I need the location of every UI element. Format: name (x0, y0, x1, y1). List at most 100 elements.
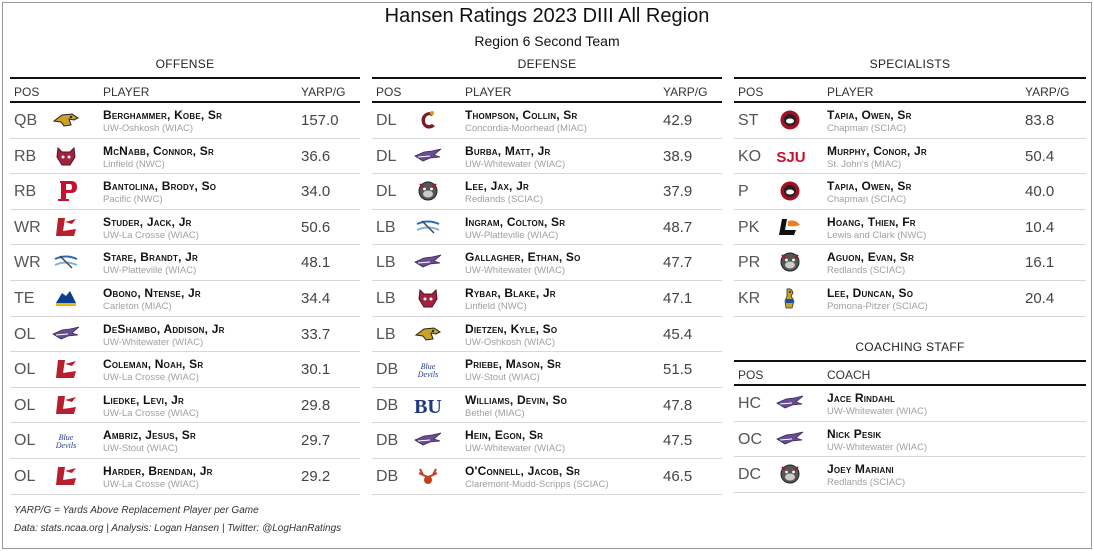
team-name: Pacific (NWC) (103, 194, 163, 206)
yarp-value: 29.8 (301, 396, 331, 414)
player-row: OL Blue Devils Ambriz, Jesus, Sr UW-Stout (W… (10, 423, 360, 459)
coaching-rows: HC Jace Rindahl UW-Whitewater (WIAC) OC Nick… (734, 386, 1086, 493)
warhawk-icon (776, 392, 804, 414)
team-name: UW-Oshkosh (WIAC) (103, 123, 194, 134)
yarp-value: 33.7 (301, 325, 331, 343)
eagle-l-icon (52, 216, 80, 238)
yarp-value: 30.1 (301, 361, 331, 379)
team-name: Redlands (SCIAC) (465, 194, 544, 206)
player-name: Ambriz, Jesus, Sr (103, 428, 196, 443)
player-row: KO SJU Murphy, Conor, Jr St. John's (MIAC) 5… (734, 139, 1086, 175)
position-label: DL (376, 147, 397, 165)
yarp-value: 34.4 (301, 289, 331, 307)
col-player: PLAYER (465, 85, 512, 99)
warhawk-icon (414, 145, 442, 167)
warhawk-icon (52, 323, 80, 345)
team-name: UW-Whitewater (WIAC) (827, 406, 928, 417)
player-name: Burba, Matt, Jr (465, 143, 551, 158)
player-row: ST Tapia, Owen, Sr Chapman (SCIAC) 83.8 (734, 103, 1086, 139)
defense-header: POS PLAYER YARP/G (372, 77, 722, 103)
player-name: Hoang, Thien, Fr (827, 214, 916, 229)
player-row: OL Liedke, Levi, Jr UW-La Crosse (WIAC) 29.… (10, 388, 360, 424)
col-pos: POS (376, 85, 402, 99)
player-name: Gallagher, Ethan, So (465, 250, 581, 265)
player-row: DL Burba, Matt, Jr UW-Whitewater (WIAC) 38.… (372, 139, 722, 175)
specialists-title: SPECIALISTS (869, 57, 951, 71)
player-name: McNabb, Connor, Sr (103, 143, 214, 158)
team-name: UW-Whitewater (WIAC) (465, 265, 566, 277)
position-label: DL (376, 112, 397, 129)
position-label: OL (14, 467, 36, 485)
team-name: Linfield (NWC) (103, 158, 165, 170)
position-label: DB (376, 361, 399, 379)
yarp-value: 50.4 (1025, 147, 1055, 165)
team-name: Concordia-Moorhead (MIAC) (465, 123, 587, 134)
position-label: DC (738, 466, 762, 484)
yarp-value: 40.0 (1025, 183, 1055, 201)
yarp-value: 29.7 (301, 432, 331, 450)
defense-title: DEFENSE (517, 57, 577, 71)
position-label: DB (376, 467, 399, 485)
svg-text:Blue: Blue (421, 362, 436, 371)
col-pos: POS (738, 368, 764, 382)
panther-icon (776, 180, 804, 202)
yarp-value: 50.6 (301, 218, 331, 236)
svg-text:BU: BU (414, 396, 442, 416)
offense-title: OFFENSE (155, 57, 215, 71)
player-row: WR Stare, Brandt, Jr UW-Platteville (WIAC)… (10, 245, 360, 281)
player-name: Berghammer, Kobe, Sr (103, 108, 223, 122)
player-name: Hein, Egon, Sr (465, 428, 544, 443)
blue-devil-icon: Blue Devils (414, 358, 442, 380)
team-name: UW-Oshkosh (WIAC) (465, 336, 556, 348)
player-name: Williams, Devin, So (465, 392, 568, 407)
player-name: Thompson, Collin, Sr (465, 108, 578, 122)
team-name: Claremont-Mudd-Scripps (SCIAC) (465, 478, 609, 490)
pioneer-pick-icon (414, 216, 442, 238)
player-name: O'Connell, Jacob, Sr (465, 463, 581, 478)
position-label: DL (376, 183, 397, 201)
offense-table: POS PLAYER YARP/G QB Berghammer, Kobe, Sr… (10, 77, 360, 495)
yarp-value: 20.4 (1025, 289, 1055, 307)
player-row: LB Ingram, Colton, Sr UW-Platteville (WIAC… (372, 210, 722, 246)
position-label: KR (738, 289, 761, 307)
page-title: Hansen Ratings 2023 DIII All Region (384, 5, 710, 27)
pioneer-pick-icon (52, 251, 80, 273)
coaching-table: POS COACH HC Jace Rindahl UW-Whitewater (W… (734, 360, 1086, 493)
player-row: PK Hoang, Thien, Fr Lewis and Clark (NWC) 1… (734, 210, 1086, 246)
player-name: Tapia, Owen, Sr (827, 108, 912, 122)
position-label: LB (376, 218, 396, 236)
player-row: OL Coleman, Noah, Sr UW-La Crosse (WIAC) 30… (10, 352, 360, 388)
player-name: Studer, Jack, Jr (103, 214, 192, 229)
specialists-table: POS PLAYER YARP/G ST Tapia, Owen, Sr Chapm… (734, 77, 1086, 317)
position-label: WR (14, 254, 41, 272)
team-name: UW-La Crosse (WIAC) (103, 229, 199, 241)
specialists-rows: ST Tapia, Owen, Sr Chapman (SCIAC) 83.8 KO SJ… (734, 103, 1086, 317)
offense-header: POS PLAYER YARP/G (10, 77, 360, 103)
yarp-value: 83.8 (1025, 112, 1055, 129)
player-row: P Tapia, Owen, Sr Chapman (SCIAC) 40.0 (734, 174, 1086, 210)
team-name: Pomona-Pitzer (SCIAC) (827, 300, 928, 312)
yarp-value: 36.6 (301, 147, 331, 165)
position-label: KO (738, 147, 762, 165)
eagle-l-icon (52, 465, 80, 487)
team-name: UW-Stout (WIAC) (103, 443, 178, 455)
eagle-l-icon (52, 394, 80, 416)
bu-letters-icon: BU (414, 394, 442, 416)
position-label: OL (14, 432, 36, 450)
yarp-value: 47.8 (663, 396, 693, 414)
warhawk-icon (414, 251, 442, 273)
coach-row: HC Jace Rindahl UW-Whitewater (WIAC) (734, 386, 1086, 422)
team-name: UW-La Crosse (WIAC) (103, 372, 199, 384)
position-label: ST (738, 112, 759, 129)
player-name: Stare, Brandt, Jr (103, 250, 199, 265)
player-row: LB Rybar, Blake, Jr Linfield (NWC) 47.1 (372, 281, 722, 317)
player-row: TE Obono, Ntense, Jr Carleton (MIAC) 34.4 (10, 281, 360, 317)
player-row: DL Lee, Jax, Jr Redlands (SCIAC) 37.9 (372, 174, 722, 210)
wildcat-icon (414, 287, 442, 309)
yarp-value: 16.1 (1025, 254, 1055, 272)
team-name: Linfield (NWC) (465, 300, 527, 312)
team-name: UW-Whitewater (WIAC) (465, 443, 566, 455)
player-name: Obono, Ntense, Jr (103, 285, 201, 300)
team-name: UW-La Crosse (WIAC) (103, 407, 199, 419)
team-name: Redlands (SCIAC) (827, 477, 906, 489)
